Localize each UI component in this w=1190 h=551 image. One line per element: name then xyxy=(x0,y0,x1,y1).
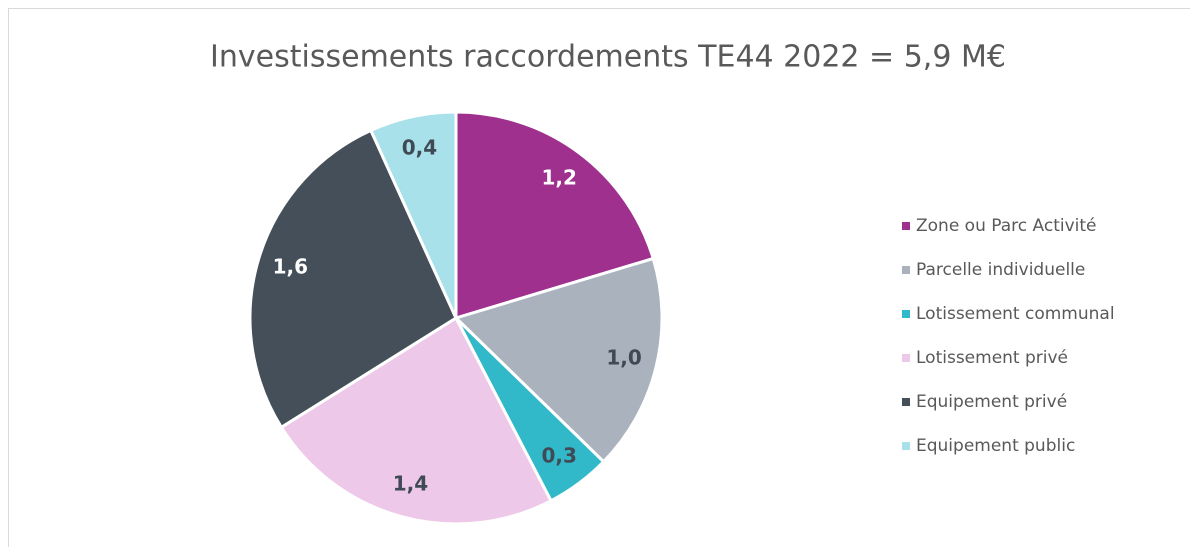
data-label: 1,0 xyxy=(606,346,641,370)
legend-marker xyxy=(902,442,910,450)
legend-marker xyxy=(902,310,910,318)
data-label: 0,4 xyxy=(402,135,437,159)
legend-marker xyxy=(902,222,910,230)
legend-label: Lotissement communal xyxy=(916,304,1115,324)
data-label: 1,2 xyxy=(541,166,576,190)
data-label: 0,3 xyxy=(541,443,576,467)
legend-label: Equipement public xyxy=(916,436,1075,456)
data-label: 1,4 xyxy=(393,471,428,495)
legend-marker xyxy=(902,266,910,274)
data-label: 1,6 xyxy=(273,255,308,279)
legend-label: Zone ou Parc Activité xyxy=(916,216,1097,236)
chart-title: Investissements raccordements TE44 2022 … xyxy=(210,40,1006,75)
legend-marker xyxy=(902,354,910,362)
legend-label: Parcelle individuelle xyxy=(916,260,1085,280)
legend-label: Equipement privé xyxy=(916,392,1067,412)
legend-marker xyxy=(902,398,910,406)
legend-label: Lotissement privé xyxy=(916,348,1068,368)
